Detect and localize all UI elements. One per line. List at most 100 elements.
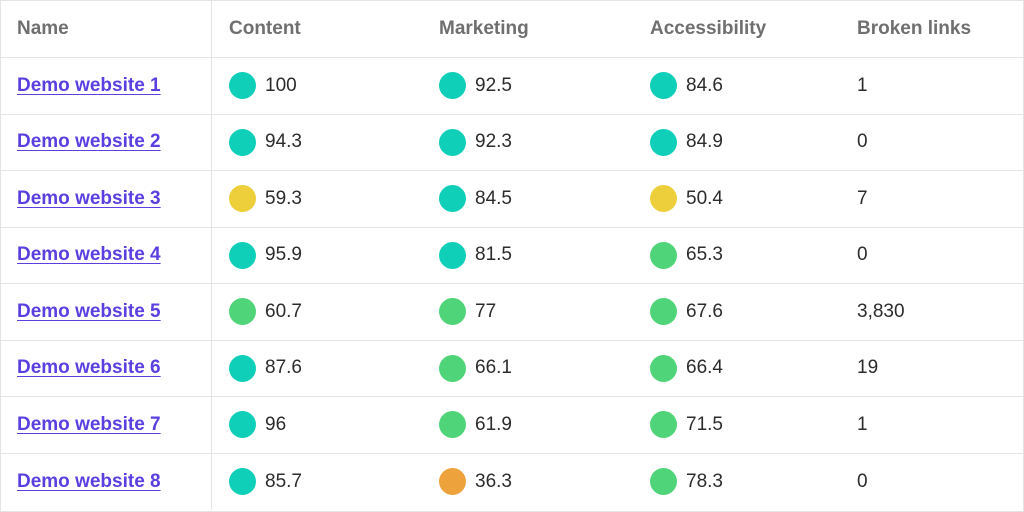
marketing-cell: 61.9: [422, 397, 633, 453]
status-dot-icon: [439, 128, 466, 156]
status-dot-icon: [439, 354, 466, 382]
status-dot-icon: [439, 411, 466, 439]
broken-links-count: 19: [857, 357, 879, 379]
broken-links-cell: 19: [840, 341, 1023, 397]
website-link[interactable]: Demo website 8: [17, 470, 161, 492]
marketing-cell: 36.3: [422, 454, 633, 511]
accessibility-score: 50.4: [686, 187, 723, 209]
marketing-score: 66.1: [475, 357, 512, 379]
accessibility-score: 66.4: [686, 357, 723, 379]
status-dot-icon: [650, 241, 677, 269]
status-dot-icon: [439, 468, 466, 496]
status-dot-icon: [650, 128, 677, 156]
content-cell: 85.7: [212, 454, 422, 511]
broken-links-cell: 7: [840, 171, 1023, 227]
website-link[interactable]: Demo website 6: [17, 357, 161, 379]
content-score: 96: [265, 413, 287, 435]
accessibility-score: 67.6: [686, 300, 723, 322]
status-dot-icon: [229, 468, 256, 496]
status-dot-icon: [229, 128, 256, 156]
accessibility-cell: 67.6: [633, 284, 840, 340]
content-cell: 94.3: [212, 115, 422, 171]
status-dot-icon: [229, 298, 256, 326]
accessibility-cell: 78.3: [633, 454, 840, 511]
table-row: Demo website 5 60.7 77 67.6 3,830: [1, 284, 1023, 341]
content-cell: 100: [212, 58, 422, 114]
accessibility-score: 84.6: [686, 74, 723, 96]
accessibility-cell: 65.3: [633, 228, 840, 284]
accessibility-cell: 84.9: [633, 115, 840, 171]
content-score: 59.3: [265, 187, 302, 209]
marketing-score: 61.9: [475, 413, 512, 435]
broken-links-count: 1: [857, 413, 868, 435]
name-cell: Demo website 7: [1, 397, 212, 453]
header-marketing[interactable]: Marketing: [439, 18, 529, 39]
marketing-score: 81.5: [475, 244, 512, 266]
status-dot-icon: [650, 298, 677, 326]
content-score: 100: [265, 74, 297, 96]
header-accessibility[interactable]: Accessibility: [650, 18, 767, 39]
header-content[interactable]: Content: [229, 18, 301, 39]
table-body: Demo website 1 100 92.5 84.6 1 Demo webs…: [1, 58, 1023, 510]
table-row: Demo website 1 100 92.5 84.6 1: [1, 58, 1023, 115]
content-cell: 95.9: [212, 228, 422, 284]
name-cell: Demo website 6: [1, 340, 212, 396]
broken-links-cell: 0: [840, 115, 1023, 171]
website-link[interactable]: Demo website 2: [17, 131, 161, 153]
accessibility-cell: 84.6: [633, 58, 840, 114]
table-row: Demo website 8 85.7 36.3 78.3 0: [1, 453, 1023, 511]
marketing-score: 84.5: [475, 187, 512, 209]
name-cell: Demo website 2: [1, 114, 212, 170]
broken-links-cell: 0: [840, 228, 1023, 284]
marketing-score: 92.5: [475, 74, 512, 96]
content-score: 85.7: [265, 470, 302, 492]
status-dot-icon: [439, 72, 466, 100]
accessibility-score: 71.5: [686, 413, 723, 435]
website-link[interactable]: Demo website 7: [17, 413, 161, 435]
status-dot-icon: [439, 241, 466, 269]
marketing-score: 36.3: [475, 470, 512, 492]
header-name[interactable]: Name: [1, 1, 212, 57]
name-cell: Demo website 5: [1, 284, 212, 340]
status-dot-icon: [650, 468, 677, 496]
broken-links-count: 0: [857, 244, 868, 266]
table-row: Demo website 2 94.3 92.3 84.9 0: [1, 114, 1023, 171]
content-score: 94.3: [265, 131, 302, 153]
broken-links-cell: 1: [840, 397, 1023, 453]
marketing-cell: 92.5: [422, 58, 633, 114]
broken-links-cell: 3,830: [840, 284, 1023, 340]
broken-links-count: 3,830: [857, 300, 905, 322]
status-dot-icon: [229, 354, 256, 382]
accessibility-score: 84.9: [686, 131, 723, 153]
marketing-cell: 77: [422, 284, 633, 340]
accessibility-cell: 66.4: [633, 341, 840, 397]
status-dot-icon: [439, 185, 466, 213]
table-header: Name Content Marketing Accessibility Bro…: [1, 1, 1023, 58]
accessibility-cell: 50.4: [633, 171, 840, 227]
marketing-cell: 84.5: [422, 171, 633, 227]
status-dot-icon: [650, 72, 677, 100]
website-link[interactable]: Demo website 5: [17, 300, 161, 322]
name-cell: Demo website 8: [1, 453, 212, 510]
accessibility-score: 65.3: [686, 244, 723, 266]
marketing-score: 92.3: [475, 131, 512, 153]
broken-links-count: 1: [857, 74, 868, 96]
table-row: Demo website 4 95.9 81.5 65.3 0: [1, 227, 1023, 284]
status-dot-icon: [229, 411, 256, 439]
marketing-score: 77: [475, 300, 497, 322]
status-dot-icon: [229, 241, 256, 269]
content-cell: 96: [212, 397, 422, 453]
accessibility-cell: 71.5: [633, 397, 840, 453]
content-score: 95.9: [265, 244, 302, 266]
website-link[interactable]: Demo website 4: [17, 244, 161, 266]
website-link[interactable]: Demo website 3: [17, 187, 161, 209]
table-row: Demo website 6 87.6 66.1 66.4 19: [1, 340, 1023, 397]
website-link[interactable]: Demo website 1: [17, 74, 161, 96]
marketing-cell: 92.3: [422, 115, 633, 171]
content-cell: 59.3: [212, 171, 422, 227]
header-broken-links[interactable]: Broken links: [857, 18, 972, 39]
name-cell: Demo website 1: [1, 58, 212, 114]
status-dot-icon: [650, 185, 677, 213]
content-cell: 60.7: [212, 284, 422, 340]
